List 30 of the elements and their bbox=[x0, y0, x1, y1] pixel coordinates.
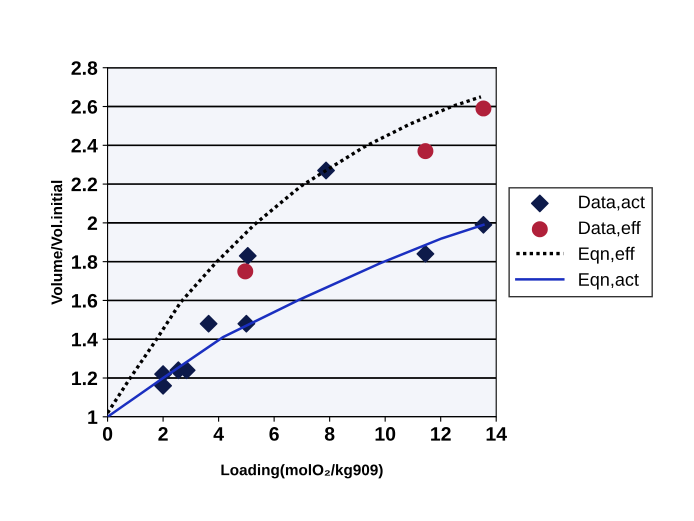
point bbox=[238, 246, 257, 265]
x-tick-label: 8 bbox=[324, 427, 334, 441]
y-tick-label: 1 bbox=[88, 410, 98, 424]
x-tick-label: 12 bbox=[431, 427, 451, 441]
x-tick-label: 2 bbox=[158, 427, 168, 441]
y-tick-label: 1.6 bbox=[72, 294, 98, 308]
x-tick-label: 14 bbox=[486, 427, 507, 441]
y-tick-label: 2.4 bbox=[71, 138, 98, 152]
point bbox=[417, 143, 434, 160]
x-tick-label: 0 bbox=[102, 427, 112, 441]
y-axis-title: Volume/Vol.initial bbox=[51, 180, 62, 305]
legend-label: Eqn,eff bbox=[579, 246, 635, 264]
y-tick-label: 2 bbox=[88, 216, 98, 230]
legend-label: Eqn,act bbox=[579, 273, 639, 290]
y-tick-label: 2.8 bbox=[71, 61, 98, 75]
x-axis-title: Loading(molO₂/kg909) bbox=[221, 464, 383, 478]
point bbox=[416, 244, 434, 263]
x-tick-label: 6 bbox=[269, 427, 279, 441]
point bbox=[200, 314, 218, 333]
point bbox=[475, 100, 492, 116]
y-tick-label: 1.2 bbox=[72, 371, 98, 386]
x-tick-label: 4 bbox=[214, 427, 224, 441]
point bbox=[237, 263, 254, 280]
y-tick-label: 2.6 bbox=[71, 100, 98, 114]
legend-label: Data,eff bbox=[579, 220, 641, 236]
y-tick-label: 1.8 bbox=[72, 255, 98, 269]
y-tick-label: 1.4 bbox=[72, 332, 98, 346]
x-tick-label: 10 bbox=[376, 427, 396, 441]
y-tick-label: 2.2 bbox=[71, 178, 98, 192]
legend-label: Data,act bbox=[579, 196, 645, 210]
